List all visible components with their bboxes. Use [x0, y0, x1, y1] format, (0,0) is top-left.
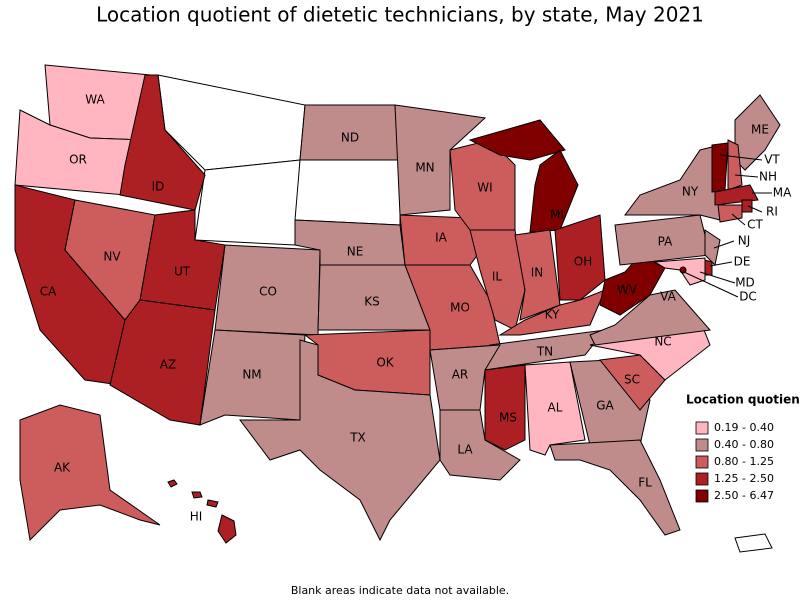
- state-label: WA: [85, 93, 105, 107]
- legend-swatch: [695, 421, 709, 435]
- legend-label: 0.80 - 1.25: [714, 455, 774, 468]
- state: [549, 439, 681, 536]
- state-label: MN: [415, 161, 434, 175]
- state-label: CO: [259, 285, 277, 299]
- state-blank: [194, 159, 301, 246]
- state-label: AK: [54, 461, 71, 475]
- state: [599, 254, 666, 316]
- state-label: HI: [190, 510, 203, 524]
- state-label: GA: [596, 399, 614, 413]
- legend-swatch: [695, 455, 709, 469]
- leader-line: [747, 205, 763, 213]
- state: [554, 214, 606, 301]
- state: [704, 259, 713, 276]
- legend-swatch: [695, 489, 709, 503]
- state-label: MO: [450, 301, 470, 315]
- state: [711, 142, 729, 193]
- state: [679, 266, 687, 274]
- state-label: VA: [660, 290, 676, 304]
- state-label: FL: [638, 476, 652, 490]
- state: [19, 404, 161, 542]
- state: [624, 144, 721, 221]
- state-label: AR: [452, 368, 469, 382]
- state: [484, 364, 526, 451]
- labels: WA OR CA NV ID UT AZ CO NM ND NE KS OK TX MN IA MO WI IL MI…: [40, 93, 792, 524]
- state-label: CA: [40, 285, 57, 299]
- state: [199, 329, 306, 426]
- state-label: NC: [654, 335, 671, 349]
- state-label: NM: [242, 368, 261, 382]
- state-label: ND: [341, 131, 359, 145]
- state-label: DC: [739, 290, 757, 304]
- state-blank: [294, 159, 401, 226]
- state: [109, 299, 216, 426]
- legend-label: 2.50 - 6.47: [714, 489, 774, 502]
- leader-line: [699, 271, 736, 284]
- state-label: OK: [376, 356, 394, 370]
- state-label: MI: [550, 208, 564, 222]
- state-label: MS: [499, 411, 517, 425]
- state-label: AZ: [160, 358, 176, 372]
- state-label: SC: [624, 373, 640, 387]
- legend-title: Location quotient: [686, 393, 800, 407]
- state-label: NV: [103, 250, 121, 264]
- state-label: NE: [347, 245, 364, 259]
- state: [727, 139, 743, 191]
- state: [429, 344, 501, 411]
- legend-label: 0.19 - 0.40: [714, 421, 774, 434]
- state-label: ME: [751, 123, 769, 137]
- leader-line: [734, 174, 759, 178]
- legend-label: 1.25 - 2.50: [714, 472, 774, 485]
- state-label: DE: [734, 255, 751, 269]
- state-label: WI: [477, 181, 492, 195]
- leader-line: [731, 213, 746, 226]
- map-title: Location quotient of dietetic technician…: [96, 3, 704, 27]
- state: [119, 74, 206, 211]
- state-label: KS: [364, 295, 380, 309]
- state: [514, 229, 561, 321]
- state-label: VT: [764, 153, 780, 167]
- state: [439, 409, 521, 481]
- state-label: WV: [617, 283, 638, 297]
- leader-line: [713, 240, 735, 249]
- legend-label: 0.40 - 0.80: [714, 438, 774, 451]
- state-label: TX: [349, 431, 366, 445]
- state-label: RI: [766, 205, 778, 219]
- state-label: IA: [435, 231, 448, 245]
- state-label: IN: [531, 266, 544, 280]
- state-label: LA: [457, 443, 473, 457]
- state: [239, 339, 441, 542]
- state-label: UT: [174, 265, 191, 279]
- state-label: AL: [548, 401, 563, 415]
- state-label: OH: [574, 255, 592, 269]
- legend-swatch: [695, 438, 709, 452]
- state: [741, 199, 753, 213]
- state-label: CT: [747, 218, 763, 232]
- leader-line: [709, 261, 733, 267]
- state-label: PA: [658, 235, 673, 249]
- state-label: NY: [682, 185, 699, 199]
- state: [653, 257, 706, 286]
- state-label: KY: [545, 308, 560, 322]
- state-label: TN: [536, 345, 553, 359]
- territory-blank: [734, 533, 773, 553]
- state-label: NH: [759, 170, 777, 184]
- state-label: OR: [69, 153, 87, 167]
- state: [704, 229, 721, 267]
- leader-line: [683, 271, 739, 298]
- state-label: NJ: [738, 234, 751, 248]
- state: [498, 289, 606, 336]
- footnote: Blank areas indicate data not available.: [291, 584, 509, 597]
- state-label: MD: [735, 276, 755, 290]
- state: [167, 479, 237, 544]
- state-label: ID: [152, 180, 165, 194]
- state-label: MA: [773, 186, 792, 200]
- regions: [14, 64, 781, 553]
- state-label: IL: [492, 270, 503, 284]
- legend-swatch: [695, 472, 709, 486]
- leader-line: [719, 154, 763, 161]
- state: [589, 289, 711, 346]
